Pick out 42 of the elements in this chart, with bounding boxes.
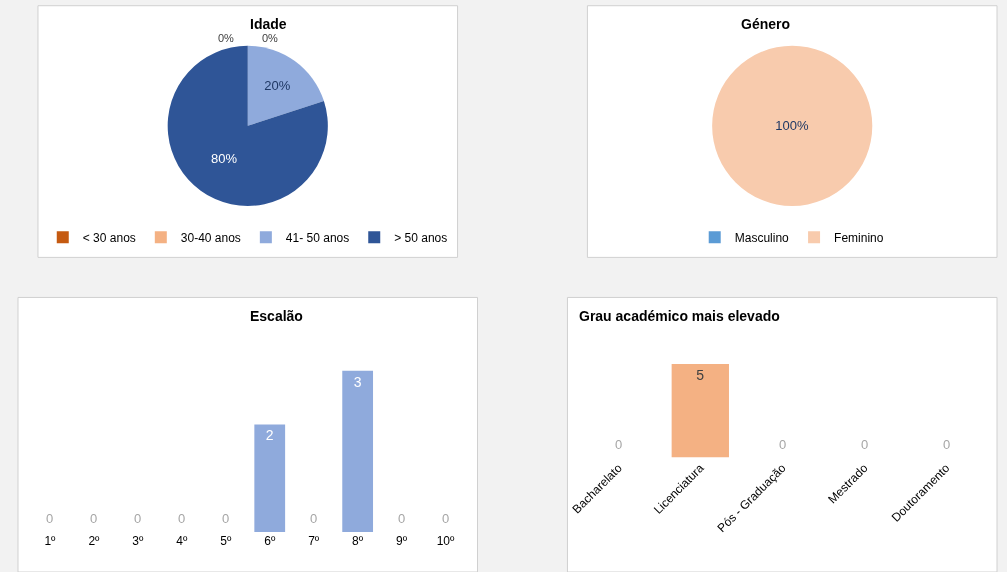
- x-tick-label: 7º: [308, 533, 320, 548]
- legend-label: Masculino: [734, 230, 790, 245]
- x-tick-label: 10º: [436, 533, 456, 548]
- legend-label: Feminino: [834, 230, 884, 245]
- legend-label: 30-40 anos: [180, 230, 241, 245]
- legend-label: > 50 anos: [394, 230, 448, 245]
- chart-title: Grau académico mais elevado: [579, 308, 780, 324]
- data-label: 0: [310, 511, 318, 526]
- text: 0%: [218, 32, 234, 44]
- data-label: 0: [222, 511, 230, 526]
- x-tick-label: 4º: [176, 533, 188, 548]
- chart-title: Género: [741, 16, 791, 32]
- x-tick-label: 5º: [220, 533, 232, 548]
- x-tick-label: 9º: [396, 533, 408, 548]
- data-label: 0: [134, 511, 142, 526]
- x-tick-label: 2º: [88, 533, 101, 548]
- data-label: 0: [779, 437, 787, 452]
- pie-slice: [247, 45, 324, 126]
- data-label: 100%: [775, 118, 810, 134]
- data-label: 2: [265, 427, 274, 444]
- data-label: 0: [442, 511, 450, 526]
- legend-label: 41- 50 anos: [285, 230, 350, 245]
- data-label: 0: [90, 511, 98, 526]
- chart-title: Escalão: [250, 308, 303, 324]
- chart-title: Idade: [250, 16, 287, 32]
- data-label: 0: [861, 437, 869, 452]
- data-label: 20%: [264, 77, 291, 93]
- data-label: 0: [398, 511, 406, 526]
- data-label: 0: [615, 437, 623, 452]
- text: 0%: [262, 32, 278, 44]
- data-label: 0: [943, 437, 951, 452]
- data-label: 0: [178, 511, 186, 526]
- legend-label: < 30 anos: [82, 230, 136, 245]
- pie-slice: [167, 45, 328, 206]
- data-label: 80%: [211, 150, 238, 166]
- data-label: 5: [696, 367, 705, 383]
- x-tick-label: 3º: [132, 533, 145, 548]
- x-tick-label: 1º: [44, 533, 57, 548]
- x-tick-label: 6º: [264, 533, 276, 548]
- data-label: 3: [353, 373, 362, 390]
- x-tick-label: 8º: [352, 533, 364, 548]
- data-label: 0: [46, 511, 54, 526]
